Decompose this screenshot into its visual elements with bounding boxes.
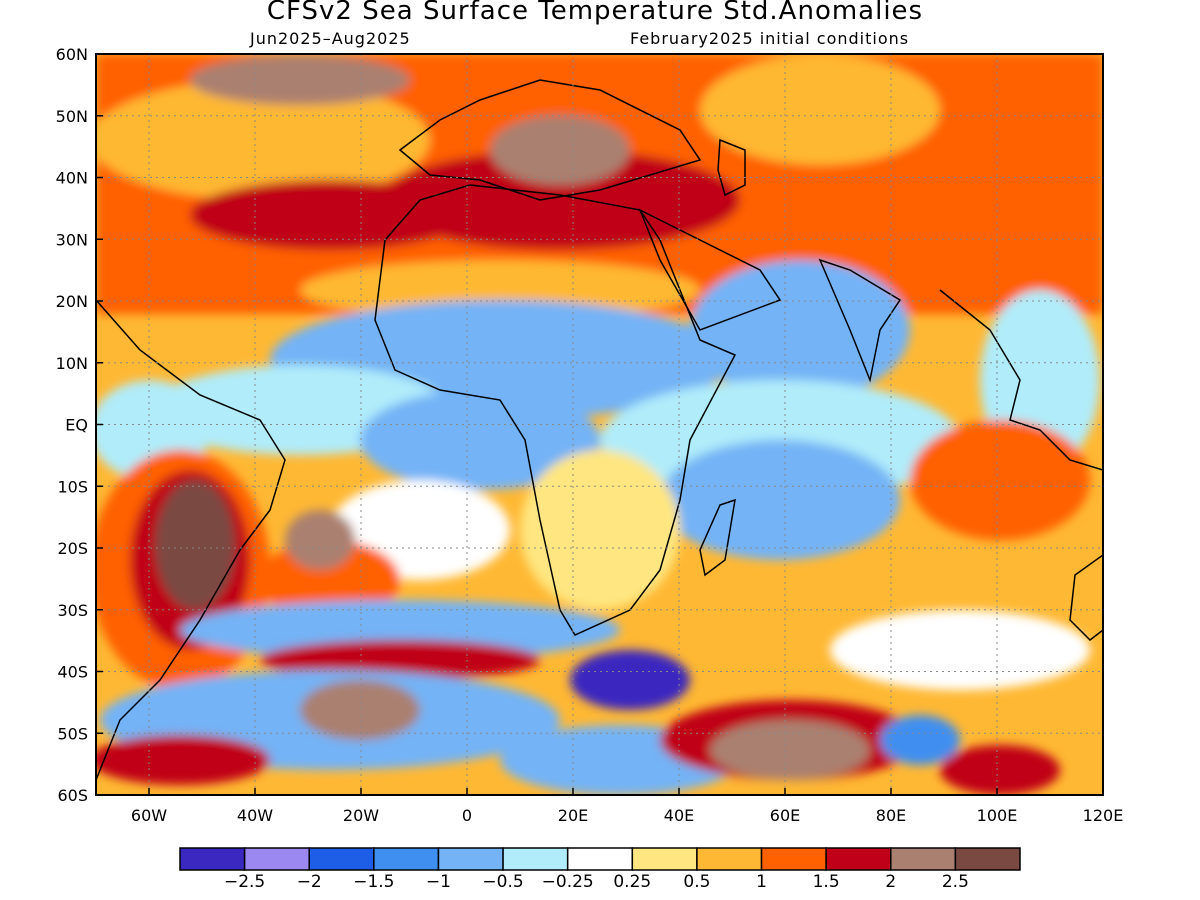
- latitude-label: 30S: [57, 601, 88, 620]
- latitude-label: 10N: [56, 354, 88, 373]
- latitude-label: 60N: [56, 45, 88, 64]
- initial-conditions: February2025 initial conditions: [630, 29, 910, 48]
- chart-title: CFSv2 Sea Surface Temperature Std.Anomal…: [266, 0, 924, 26]
- colorbar-label: 0.5: [683, 872, 711, 892]
- longitude-label: 40W: [237, 806, 273, 825]
- colorbar-swatch: [437, 847, 504, 871]
- colorbar-label: −2.5: [223, 872, 266, 892]
- longitude-label: 60W: [131, 806, 167, 825]
- coastline: [96, 79, 1103, 781]
- latitude-label: 20S: [57, 539, 88, 558]
- colorbar-swatch: [179, 847, 246, 871]
- colorbar-swatch: [308, 847, 375, 871]
- colorbar-swatch: [890, 847, 957, 871]
- latitude-label: 40S: [57, 663, 88, 682]
- longitude-label: 120E: [1083, 806, 1124, 825]
- latitude-label: 60S: [57, 786, 88, 805]
- latitude-labels: 60N 50N 40N 30N 20N 10N EQ 10S 20S 30S 40S 50S 60S: [56, 45, 103, 805]
- longitude-labels: 60W 40W 20W 0 20E 40E 60E 80E 100E 120E: [131, 788, 1123, 825]
- colorbar-swatch: [760, 847, 827, 871]
- colorbar-label: 2.5: [941, 872, 969, 892]
- longitude-label: 0: [462, 806, 472, 825]
- longitude-label: 20E: [558, 806, 588, 825]
- colorbar-label: −1.5: [353, 872, 395, 892]
- latitude-label: 10S: [57, 477, 88, 496]
- colorbar-swatch: [373, 847, 440, 871]
- colorbar: [179, 847, 1021, 871]
- colorbar-label: 2: [885, 872, 897, 892]
- colorbar-swatch: [954, 847, 1021, 871]
- longitude-label: 20W: [343, 806, 379, 825]
- colorbar-label: 1: [756, 872, 767, 892]
- latitude-label: EQ: [65, 416, 88, 435]
- longitude-label: 80E: [876, 806, 906, 825]
- colorbar-label: −1: [425, 872, 451, 892]
- colorbar-swatch: [502, 847, 569, 871]
- colorbar-label: −2: [296, 872, 322, 892]
- colorbar-swatch: [696, 847, 763, 871]
- colorbar-swatch: [825, 847, 892, 871]
- latitude-label: 50N: [56, 107, 88, 126]
- latitude-label: 20N: [56, 292, 88, 311]
- colorbar-label: −0.25: [541, 872, 594, 892]
- colorbar-swatch: [566, 847, 634, 871]
- latitude-label: 50S: [57, 724, 88, 743]
- colorbar-label: 0.25: [613, 872, 652, 892]
- longitude-label: 60E: [770, 806, 800, 825]
- longitude-label: 100E: [977, 806, 1018, 825]
- latitude-label: 30N: [56, 230, 88, 249]
- colorbar-swatch: [243, 847, 310, 871]
- forecast-period: Jun2025–Aug2025: [250, 29, 411, 48]
- longitude-label: 40E: [664, 806, 694, 825]
- colorbar-label: 1.5: [812, 872, 840, 892]
- colorbar-swatch: [631, 847, 698, 871]
- colorbar-label: −0.5: [482, 872, 524, 892]
- latitude-label: 40N: [56, 169, 88, 188]
